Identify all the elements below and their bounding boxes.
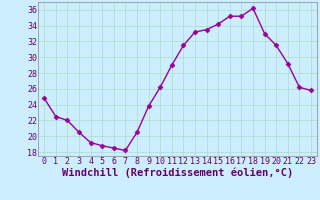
X-axis label: Windchill (Refroidissement éolien,°C): Windchill (Refroidissement éolien,°C) bbox=[62, 168, 293, 178]
